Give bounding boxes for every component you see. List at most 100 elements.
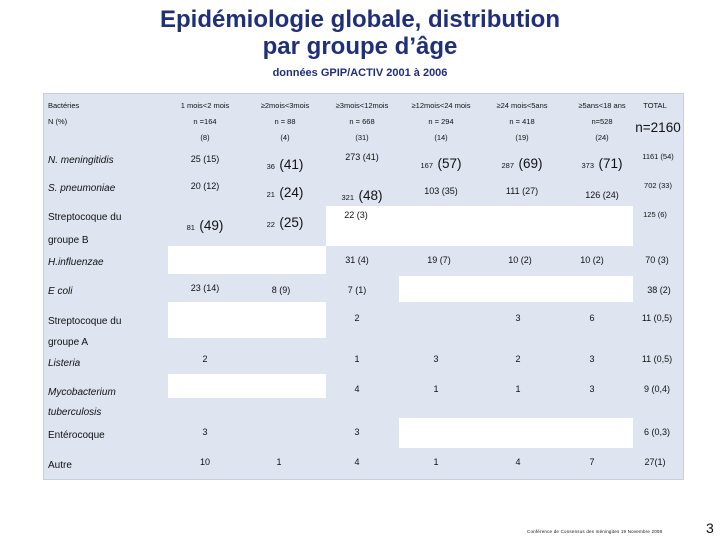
header-bacteries: Bactéries	[48, 101, 80, 110]
white-cell-ecoli-c5	[484, 276, 561, 302]
row-label-enterocoque: Entérocoque	[48, 430, 105, 441]
pneumo-c3-pct: (48)	[358, 188, 383, 203]
row-label-meningitidis: N. meningitidis	[48, 155, 114, 166]
myco-c6: 3	[589, 384, 595, 394]
pneumo-c2: 21 (24)	[267, 184, 304, 202]
listeria-c6: 3	[589, 354, 595, 364]
strepb-c3: 22 (3)	[344, 210, 368, 220]
mening-c1: 25 (15)	[190, 154, 220, 164]
header-n-2: n = 88	[274, 117, 296, 126]
strepb-c2-n: 22	[266, 220, 275, 229]
autre-c2: 1	[276, 457, 282, 467]
header-col-4: ≥12mois<24 mois	[411, 101, 471, 110]
autre-c1: 10	[199, 457, 211, 467]
mening-c4: 167 (57)	[421, 155, 462, 173]
listeria-c3: 1	[354, 354, 360, 364]
strepa-c3: 2	[354, 313, 360, 323]
header-pct-2: (4)	[280, 133, 290, 142]
hinflu-c6: 10 (2)	[580, 255, 604, 265]
title-line-2: par groupe d’âge	[262, 33, 458, 60]
row-label-myco-1: Mycobacterium	[48, 387, 116, 398]
white-cell-myco-c1	[168, 374, 244, 398]
ecoli-c3: 7 (1)	[347, 285, 367, 295]
header-col-5: ≥24 mois<5ans	[496, 101, 548, 110]
mening-c2-pct: (41)	[279, 157, 304, 172]
autre-c4: 1	[433, 457, 439, 467]
header-pct-5: (19)	[515, 133, 529, 142]
header-n-3: n = 668	[349, 117, 375, 126]
header-col-1: 1 mois<2 mois	[180, 101, 230, 110]
white-cell-entero-c4	[399, 418, 484, 448]
strepb-c1: 81 (49)	[187, 217, 224, 235]
mening-c4-n: 167	[420, 161, 434, 170]
header-n-1: n =164	[193, 117, 217, 126]
white-cell-ecoli-c6	[561, 276, 633, 302]
mening-c6-n: 373	[581, 161, 595, 170]
pneumo-c5: 111 (27)	[505, 186, 539, 196]
strepb-total: 125 (6)	[643, 210, 667, 219]
autre-c3: 4	[354, 457, 360, 467]
myco-total: 9 (0,4)	[643, 384, 671, 394]
header-total-n: n=2160	[635, 120, 681, 135]
white-cell-strepb-c5	[484, 206, 561, 246]
listeria-total: 11 (0,5)	[641, 354, 673, 364]
ecoli-total: 38 (2)	[647, 285, 671, 295]
row-label-strepa-2: groupe A	[48, 337, 89, 348]
mening-c3: 273 (41)	[345, 152, 379, 162]
entero-total: 6 (0,3)	[643, 427, 671, 437]
white-cell-strepb-c6	[561, 206, 633, 246]
hinflu-c4: 19 (7)	[427, 255, 451, 265]
strepb-c2-pct: (25)	[279, 215, 304, 230]
white-cell-entero-c5	[484, 418, 561, 448]
pneumo-c3: 321 (48)	[342, 187, 383, 205]
footer-conference: Conférence de Consensus des méningites 1…	[527, 529, 663, 534]
mening-c2: 36 (41)	[267, 156, 304, 174]
pneumo-c4: 103 (35)	[424, 186, 458, 196]
slide-subtitle: données GPIP/ACTIV 2001 à 2006	[272, 67, 448, 79]
white-cell-strepb-c4	[399, 206, 484, 246]
autre-c6: 7	[589, 457, 595, 467]
strepb-c1-pct: (49)	[199, 218, 224, 233]
strepb-c2: 22 (25)	[267, 214, 304, 232]
header-n-pct: N (%)	[48, 117, 68, 126]
slide-title: Epidémiologie globale, distribution par …	[0, 6, 720, 60]
hinflu-c3: 31 (4)	[345, 255, 369, 265]
white-cell-entero-c6	[561, 418, 633, 448]
listeria-c4: 3	[433, 354, 439, 364]
row-label-strepb-1: Streptocoque du	[48, 212, 122, 223]
mening-c2-n: 36	[266, 162, 275, 171]
row-label-ecoli: E coli	[48, 286, 73, 297]
row-label-strepa-1: Streptocoque du	[48, 316, 122, 327]
mening-c6-pct: (71)	[598, 156, 623, 171]
row-label-hinfluenzae: H.influenzae	[48, 257, 104, 268]
white-cell-hinflu-c2	[244, 246, 326, 274]
header-n-4: n = 294	[428, 117, 454, 126]
pneumo-c2-pct: (24)	[279, 185, 304, 200]
strepb-c1-n: 81	[186, 223, 195, 232]
strepa-total: 11 (0,5)	[641, 313, 673, 323]
white-cell-strepa-c1	[168, 302, 244, 338]
hinflu-c5: 10 (2)	[508, 255, 532, 265]
myco-c3: 4	[354, 384, 360, 394]
myco-c5: 1	[515, 384, 521, 394]
strepa-c6: 6	[589, 313, 595, 323]
row-label-pneumoniae: S. pneumoniae	[48, 183, 116, 194]
autre-total: 27(1)	[644, 457, 666, 467]
header-col-total: TOTAL	[643, 101, 667, 110]
entero-c3: 3	[354, 427, 360, 437]
mening-c4-pct: (57)	[437, 156, 462, 171]
header-n-5: n = 418	[509, 117, 535, 126]
mening-total: 1161 (54)	[642, 152, 674, 161]
hinflu-total: 70 (3)	[645, 255, 669, 265]
listeria-c1: 2	[202, 354, 208, 364]
autre-c5: 4	[515, 457, 521, 467]
mening-c6: 373 (71)	[582, 155, 623, 173]
row-label-myco-2: tuberculosis	[48, 407, 102, 418]
header-col-3: ≥3mois<12mois	[335, 101, 389, 110]
strepa-c5: 3	[515, 313, 521, 323]
entero-c1: 3	[202, 427, 208, 437]
white-cell-ecoli-c4	[399, 276, 484, 302]
mening-c5-pct: (69)	[518, 156, 543, 171]
mening-c5-n: 287	[501, 161, 515, 170]
white-cell-strepa-c2	[244, 302, 326, 338]
